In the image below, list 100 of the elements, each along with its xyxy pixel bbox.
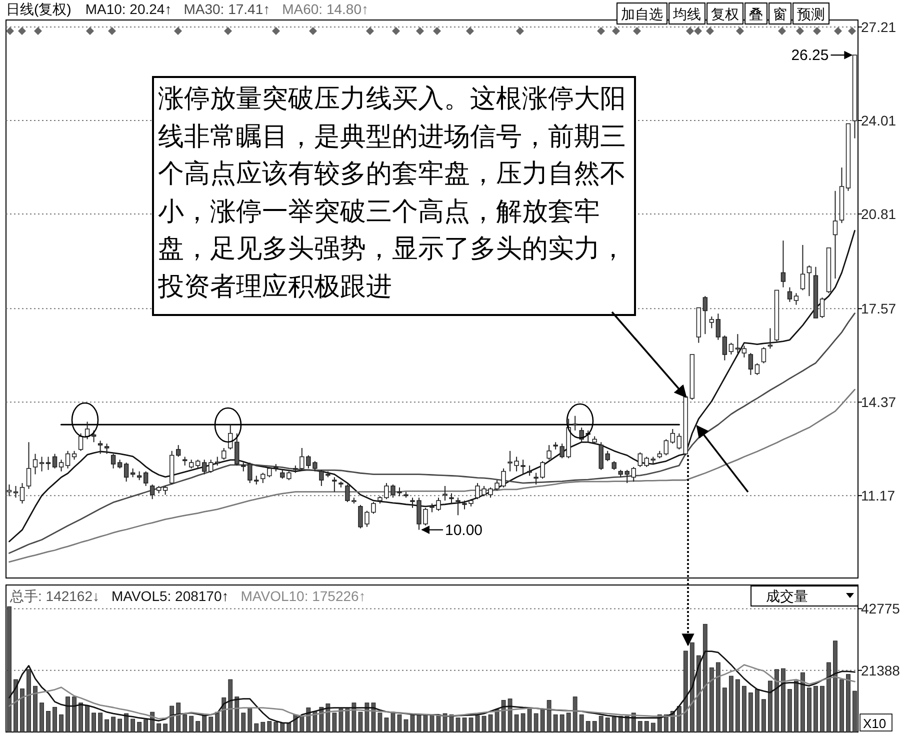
candlestick — [58, 459, 64, 472]
annotation: 均线 — [672, 6, 701, 22]
bar — [352, 702, 356, 732]
candlestick — [631, 466, 636, 482]
candlestick — [716, 313, 721, 340]
bar — [553, 714, 558, 732]
bar — [66, 696, 70, 732]
bar — [788, 689, 792, 732]
annotation: 10.00 — [444, 522, 483, 539]
candlestick — [800, 244, 806, 291]
text: MA30: 17.41↑ — [184, 1, 270, 17]
bar — [364, 702, 370, 732]
bar — [144, 719, 148, 732]
bar — [638, 721, 642, 732]
bar — [163, 724, 168, 732]
bar — [774, 669, 779, 732]
bar — [826, 662, 831, 732]
text: MA10: 20.24↑ — [85, 1, 172, 17]
candlestick — [605, 450, 610, 462]
candlestick — [124, 462, 129, 482]
bar — [696, 655, 701, 732]
bar — [807, 688, 812, 732]
bar — [40, 702, 44, 732]
bar — [274, 722, 278, 732]
bar — [794, 680, 798, 732]
candlestick — [748, 352, 754, 376]
bar — [156, 723, 162, 732]
text: MAVOL10: 175226↑ — [240, 588, 366, 604]
bar — [202, 715, 207, 732]
bar — [104, 719, 110, 732]
bar — [248, 708, 252, 732]
bar — [833, 640, 838, 732]
bar — [260, 722, 266, 732]
candlestick — [78, 432, 84, 452]
text: MA60: 14.80↑ — [282, 1, 368, 17]
bar — [546, 700, 552, 732]
bar — [690, 642, 694, 732]
y-tick-label: 24.01 — [861, 112, 896, 128]
y-tick-label: 14.37 — [861, 394, 896, 410]
bar — [312, 710, 318, 732]
bar — [371, 702, 376, 732]
candlestick — [202, 459, 207, 475]
bar — [384, 718, 389, 732]
candlestick — [546, 444, 552, 460]
candlestick — [794, 292, 799, 306]
candlestick — [150, 484, 155, 500]
bar — [612, 716, 616, 732]
y-tick-label: 42775 — [861, 600, 900, 617]
bar — [800, 672, 805, 732]
annotation: 复权 — [711, 6, 739, 22]
bar — [345, 708, 350, 732]
bar — [46, 710, 50, 732]
bar — [579, 714, 584, 732]
bar — [378, 712, 382, 732]
bar — [118, 718, 122, 732]
bar — [241, 712, 246, 732]
line-series — [8, 664, 856, 720]
bar — [814, 686, 818, 732]
bar — [572, 696, 578, 732]
annotation: 预测 — [797, 6, 825, 22]
bar — [702, 624, 708, 732]
annotation: 26.25 — [791, 47, 829, 64]
candlestick — [104, 443, 110, 454]
bar — [72, 696, 76, 732]
bar — [820, 686, 824, 732]
candlestick — [670, 428, 675, 444]
bar — [840, 679, 844, 732]
bar — [130, 718, 136, 732]
candlestick — [449, 492, 454, 504]
y-tick-label: 17.57 — [861, 300, 896, 317]
candlestick — [176, 444, 181, 458]
bar — [761, 699, 766, 732]
candlestick — [780, 240, 786, 288]
bar — [527, 708, 532, 732]
bar — [534, 713, 538, 732]
annotation: 窗 — [773, 6, 787, 22]
bar — [728, 676, 734, 732]
bar — [59, 714, 64, 732]
bar — [618, 716, 623, 732]
bar — [7, 606, 12, 732]
bar — [254, 723, 259, 732]
candlestick — [222, 447, 226, 460]
candlestick — [52, 453, 58, 469]
bar — [846, 674, 850, 732]
bar — [748, 692, 753, 732]
candlestick — [806, 264, 812, 297]
bar — [189, 716, 194, 732]
candlestick — [208, 459, 214, 474]
bar — [26, 669, 31, 732]
candlestick — [820, 297, 825, 318]
candlestick — [742, 345, 747, 358]
candlestick — [722, 335, 728, 361]
bar — [111, 716, 116, 732]
y-tick-label: 21388 — [861, 662, 900, 678]
bar — [754, 689, 760, 732]
bar — [228, 679, 233, 732]
bar — [781, 668, 786, 732]
bar — [358, 712, 363, 732]
candlestick — [456, 497, 460, 516]
bar — [124, 713, 129, 732]
